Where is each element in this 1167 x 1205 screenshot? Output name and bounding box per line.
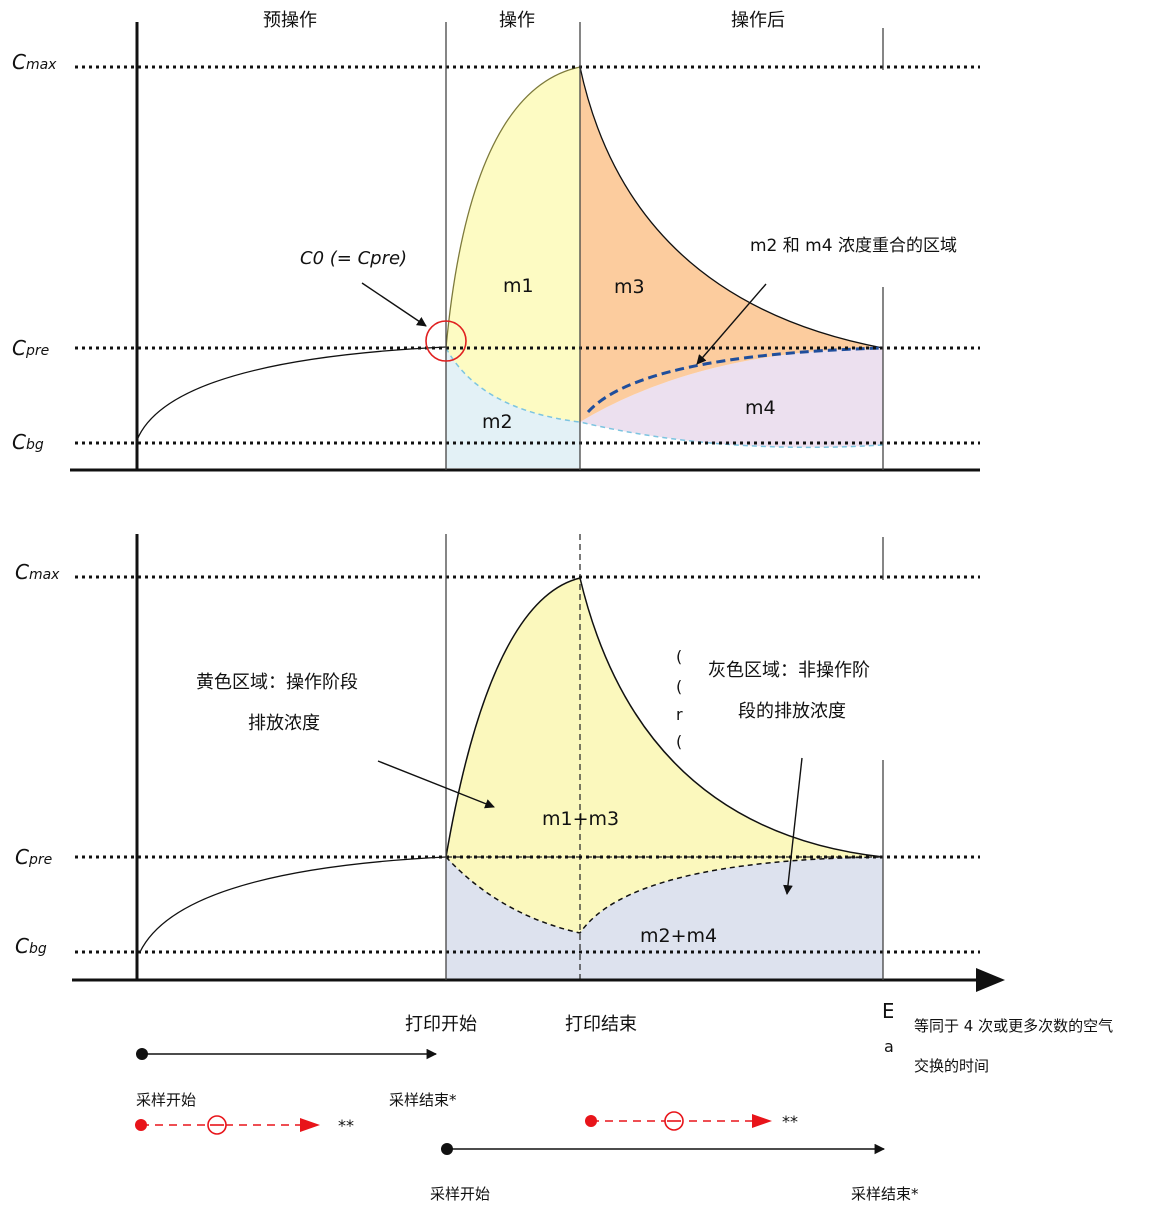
- pre-curve: [136, 346, 447, 441]
- air-exchange-note-line2: 交换的时间: [914, 1057, 989, 1075]
- region-label-yellow: m1+m3: [542, 808, 619, 830]
- y-label-cbg-bottom: Cbg: [15, 934, 47, 958]
- x-label-print-start: 打印开始: [405, 1014, 477, 1035]
- air-exchange-note-line1: 等同于 4 次或更多次数的空气: [914, 1017, 1113, 1035]
- air-exchange-box: [893, 1002, 1167, 1082]
- region-m4: [580, 348, 883, 448]
- red1-arrowhead: [300, 1118, 320, 1132]
- peak-curve-bottom: [445, 577, 884, 858]
- gray-dashed-boundary: [445, 856, 884, 934]
- red1-asterisks: **: [338, 1116, 354, 1135]
- y-label-cbg: Cbg: [12, 430, 44, 454]
- y-label-cpre: Cpre: [12, 336, 49, 360]
- c0-marker-circle: [425, 320, 467, 362]
- region-m3: [580, 67, 883, 422]
- x-axis-arrowhead: [976, 968, 1005, 992]
- clipped-glyph-4: (: [676, 732, 682, 751]
- top-panel: 预操作 操作 操作后 Cmax Cpre Cbg C0 (= Cpre) m1 …: [12, 10, 980, 472]
- region-label-gray: m2+m4: [640, 925, 717, 947]
- sampling1-start-label: 采样开始: [136, 1091, 196, 1109]
- overlap-note: m2 和 m4 浓度重合的区域: [750, 236, 957, 256]
- sampling2-end-label: 采样结束*: [851, 1185, 919, 1203]
- gray-note-line1: 灰色区域：非操作阶: [708, 660, 870, 681]
- c0-pointer-arrow: [361, 282, 427, 327]
- clipped-glyph-5: E: [882, 999, 895, 1023]
- yellow-note-line2: 排放浓度: [248, 713, 320, 734]
- region-label-m4: m4: [745, 397, 776, 419]
- m2-dashed-curve: [445, 347, 884, 449]
- x-label-print-end: 打印结束: [565, 1014, 637, 1035]
- pre-curve-bottom: [139, 856, 447, 953]
- clipped-glyph-2: (: [676, 677, 682, 696]
- decay-curve: [579, 66, 884, 349]
- region-gray: [446, 857, 883, 980]
- overlap-pointer-arrow: [696, 283, 767, 365]
- gray-note-box: [688, 648, 906, 758]
- bottom-panel: ( ( r ( Cmax Cpre Cbg 黄色区域：操作阶段 排放浓度 灰色区…: [15, 534, 1167, 1082]
- clipped-glyph-1: (: [676, 647, 682, 666]
- y-label-cmax-bottom: Cmax: [15, 560, 60, 584]
- phase-label-op: 操作: [499, 10, 535, 31]
- overlap-dashed-curve: [586, 346, 884, 414]
- y-label-cpre-bottom: Cpre: [15, 845, 52, 869]
- yellow-pointer-arrow: [377, 760, 495, 809]
- phase-label-post: 操作后: [731, 10, 785, 31]
- sampling1-end-label: 采样结束*: [389, 1091, 457, 1109]
- phase-label-pre: 预操作: [263, 10, 317, 31]
- sampling-timelines: 采样开始 采样结束* ** ** 采样开始 采样结束*: [135, 1048, 919, 1203]
- region-m2: [446, 348, 580, 468]
- region-label-m2: m2: [482, 411, 513, 433]
- red2-arrowhead: [752, 1114, 772, 1128]
- red2-asterisks: **: [782, 1112, 798, 1131]
- c0-label: C0 (= Cpre): [300, 248, 407, 269]
- y-label-cmax: Cmax: [12, 50, 57, 74]
- sampling2-start-label: 采样开始: [430, 1185, 490, 1203]
- yellow-note-line1: 黄色区域：操作阶段: [196, 672, 358, 693]
- region-yellow: [446, 578, 883, 933]
- region-label-m1: m1: [503, 275, 534, 297]
- region-label-m3: m3: [614, 276, 645, 298]
- clipped-glyph-6: a: [884, 1037, 894, 1056]
- clipped-glyph-3: r: [676, 705, 683, 724]
- region-m1: [446, 67, 580, 422]
- gray-note-line2: 段的排放浓度: [738, 701, 846, 722]
- gray-pointer-arrow: [783, 757, 803, 895]
- rise-curve: [445, 66, 581, 349]
